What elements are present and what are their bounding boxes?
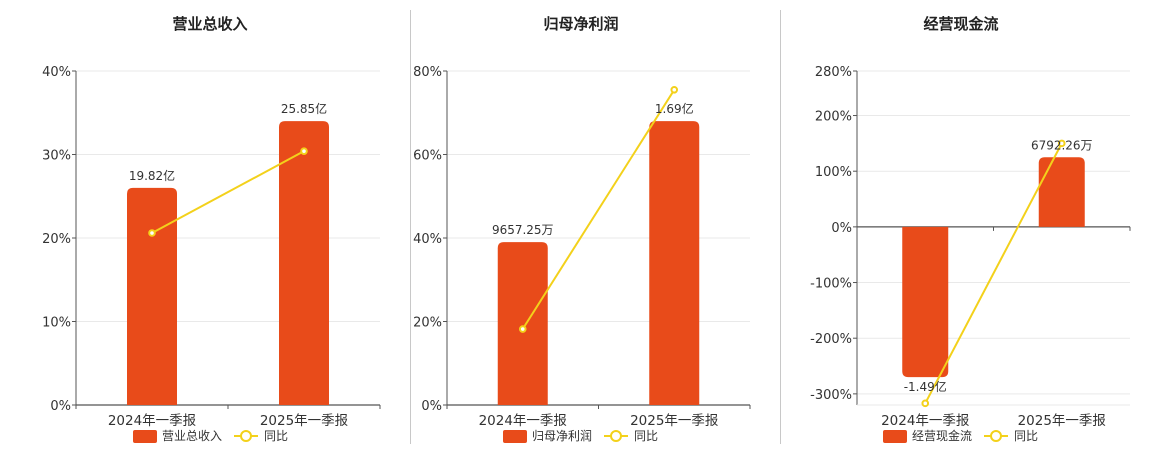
revenue-chart: 营业总收入 0% 10% 20% 30% 40% 2024年一季报 2025年一季报 19.82… [42, 15, 381, 443]
y-tick-label: 10% [42, 316, 71, 331]
y-tick-label: 0% [831, 221, 852, 236]
y-tick-label: 0% [421, 399, 442, 414]
legend-bar-swatch [883, 430, 907, 443]
y-tick-label: 40% [42, 65, 71, 80]
x-tick-label: 2025年一季报 [1018, 413, 1106, 429]
y-tick-label: 280% [815, 65, 852, 80]
yoy-line [924, 142, 1063, 404]
x-tick-label: 2025年一季报 [630, 413, 718, 429]
legend-line-marker [240, 430, 252, 442]
chart-panel-net-profit: 归母净利润 0% 20% 40% 60% 80% 2024年一季报 2025年一季报 9657.… [411, 0, 780, 450]
bar [902, 226, 949, 378]
bar-value-label: 19.82亿 [129, 168, 175, 183]
bar-value-label: 6792.26万 [1031, 138, 1093, 152]
y-tick-label: -100% [810, 277, 852, 292]
bar [649, 121, 700, 405]
net-profit-chart: 归母净利润 0% 20% 40% 60% 80% 2024年一季报 2025年一季报 9657.… [413, 15, 751, 443]
x-tick-label: 2025年一季报 [260, 413, 348, 429]
bar [1038, 157, 1085, 227]
legend-bar-label: 归母净利润 [532, 429, 592, 443]
legend-bar-label: 营业总收入 [162, 429, 222, 443]
yoy-point [148, 229, 156, 237]
legend-bar-swatch [503, 430, 527, 443]
x-tick-label: 2024年一季报 [479, 413, 567, 429]
y-tick-label: 200% [815, 110, 852, 125]
yoy-line [521, 89, 676, 330]
legend-line-label: 同比 [634, 429, 658, 443]
legend-bar-swatch [133, 430, 157, 443]
y-tick-label: -300% [810, 388, 852, 403]
legend-bar-label: 经营现金流 [912, 428, 972, 443]
y-tick-label: 20% [413, 316, 442, 331]
yoy-point [300, 147, 308, 155]
y-tick-label: 60% [413, 149, 442, 164]
chart-title: 归母净利润 [543, 15, 618, 33]
panel-divider [410, 10, 411, 444]
legend-line-label: 同比 [264, 429, 288, 443]
y-tick-label: 30% [42, 149, 71, 164]
chart-title: 营业总收入 [172, 15, 247, 33]
bar [279, 121, 329, 405]
chart-panel-cash-flow: 经营现金流 -300% -200% -100% 0% 100% 200% 280% 2024年一… [781, 0, 1160, 450]
y-tick-label: 80% [413, 65, 442, 80]
x-tick-label: 2024年一季报 [881, 413, 969, 429]
y-tick-label: 20% [42, 232, 71, 247]
y-tick-label: 100% [815, 165, 852, 180]
bar-value-label: 1.69亿 [655, 101, 694, 116]
legend-line-marker [990, 430, 1002, 442]
yoy-point [518, 325, 527, 333]
yoy-line [151, 150, 305, 234]
x-tick-label: 2024年一季报 [108, 413, 196, 429]
panel-divider [780, 10, 781, 444]
y-tick-label: 0% [50, 399, 71, 414]
legend-line-marker [610, 430, 622, 442]
legend-line-label: 同比 [1014, 429, 1038, 443]
bar-value-label: 9657.25万 [492, 223, 554, 237]
y-tick-label: -200% [810, 332, 852, 347]
bar [127, 187, 177, 405]
bar-value-label: 25.85亿 [281, 101, 327, 116]
chart-title: 经营现金流 [923, 15, 998, 33]
chart-panel-revenue: 营业总收入 0% 10% 20% 30% 40% 2024年一季报 2025年一季报 19.82… [0, 0, 410, 450]
cash-flow-chart: 经营现金流 -300% -200% -100% 0% 100% 200% 280% 2024年一… [810, 15, 1131, 443]
bar [497, 242, 548, 405]
yoy-point [921, 399, 930, 408]
yoy-point [1057, 139, 1066, 148]
yoy-point [670, 85, 679, 94]
bar-value-label: -1.49亿 [904, 379, 947, 394]
y-tick-label: 40% [413, 232, 442, 247]
